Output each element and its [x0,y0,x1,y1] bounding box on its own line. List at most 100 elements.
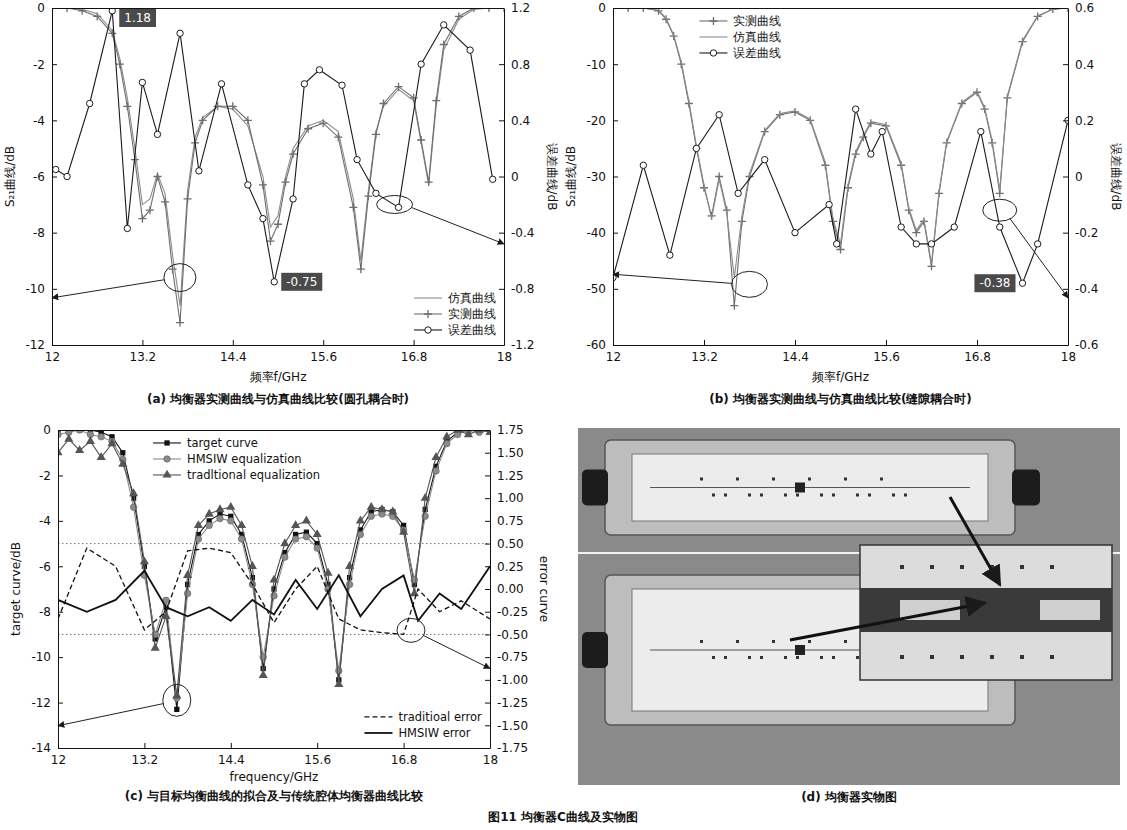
series-marker [226,502,235,510]
legend-item: traditioal error [364,710,482,724]
y2-tick: -0.75 [485,650,528,664]
y-tick-label: -6 [33,170,45,184]
series-marker [174,707,179,712]
y2-tick-mark [485,544,490,545]
y2-tick-label: 0 [511,170,519,184]
series-marker [1034,241,1040,247]
series-marker [107,438,116,446]
series-marker [274,220,282,228]
series-marker [282,178,290,186]
y-tick-label: 0 [37,1,45,15]
legend-item: 仿真曲线 [414,291,496,305]
x-tick-label: 14.4 [218,753,245,767]
y2-tick-mark [1063,120,1068,121]
series-marker [432,97,440,105]
y2-tick: 0.50 [485,537,524,551]
y2-tick: -1.00 [485,673,528,687]
series-marker [319,119,327,127]
y-tick-mark [613,289,618,290]
y-tick-mark [58,566,63,567]
series-marker [302,516,311,524]
x-axis-line [59,748,491,749]
series-marker [304,125,312,133]
y2-tick: -0.4 [499,226,534,240]
y-tick-label: 0 [598,1,606,15]
y2-tick: -1.75 [485,741,528,755]
device-via [796,494,799,497]
series-marker [913,241,919,247]
y2-tick: 1.75 [485,423,524,437]
y-tick-mark [58,475,63,476]
series-marker [978,128,984,134]
legend: target curveHMSIW equalizationtradltiona… [153,436,320,482]
y2-axis: -1.2-0.8-0.400.40.81.2 [499,1,534,352]
y-tick-mark [58,612,63,613]
legend: 实测曲线仿真曲线误差曲线 [699,14,781,60]
series-marker [183,570,192,578]
y-axis-title: S₂₁曲线/dB [564,146,578,207]
y-tick: -14 [31,741,63,755]
device-via [880,478,883,481]
device-resonator [795,645,805,655]
plot-area [52,8,504,327]
y2-tick-label: -0.25 [497,605,528,619]
series-marker [323,568,332,576]
series-line [56,11,493,282]
device-via [820,494,823,497]
y-tick: -10 [31,650,63,664]
photo-caption: (d) 均衡器实物图 [801,790,897,804]
connector-left [582,470,608,506]
device-via [772,478,775,481]
y-tick-label: -2 [39,469,51,483]
series-marker [879,128,885,134]
device-via [844,640,847,643]
y-tick: -12 [31,696,63,710]
series-marker [640,162,646,168]
series-line [52,8,504,323]
y2-tick-label: -0.75 [497,650,528,664]
x-tick: 15.6 [310,340,337,364]
highlight-arrow [1010,219,1068,298]
y-tick-label: -50 [586,282,606,296]
series-marker [86,100,92,106]
series-marker [238,536,245,543]
legend-swatch-marker [710,50,716,56]
series-marker [692,144,700,152]
inset-via [1050,655,1054,659]
device-via [784,494,787,497]
series-marker [53,166,59,172]
y2-tick: -1.25 [485,696,528,710]
series-marker [177,30,183,36]
y2-tick-mark [485,498,490,499]
series-marker [693,145,699,151]
series-marker [928,241,934,247]
series-marker [140,556,149,564]
inset-band [860,588,1112,632]
series-marker [248,561,257,569]
series-marker [379,99,387,107]
y-tick-label: 0 [43,423,51,437]
y2-tick-mark [485,521,490,522]
series-marker [364,192,372,200]
y-tick-mark [613,177,618,178]
y2-tick-label: 1.50 [497,446,524,460]
y-tick: -12 [25,338,57,352]
legend-label: 仿真曲线 [447,291,496,305]
y2-tick: 0 [499,170,519,184]
y2-tick-mark [485,725,490,726]
y-tick: -4 [33,114,57,128]
y2-tick: 0.8 [499,58,530,72]
legend-label: 实测曲线 [733,14,781,28]
annotation: -0.75 [281,273,322,291]
y-tick-label: -8 [33,226,45,240]
legend-label: tradltional equalization [187,468,320,482]
legend-label: HMSIW error [398,726,470,740]
series-marker [442,432,451,440]
x-tick-mark [704,340,705,345]
connector-left [582,632,608,668]
series-marker [291,520,300,528]
y2-tick-label: -0.2 [1075,226,1098,240]
x-tick-mark [142,340,143,345]
y2-tick: 0.25 [485,560,524,574]
device-via [856,494,859,497]
